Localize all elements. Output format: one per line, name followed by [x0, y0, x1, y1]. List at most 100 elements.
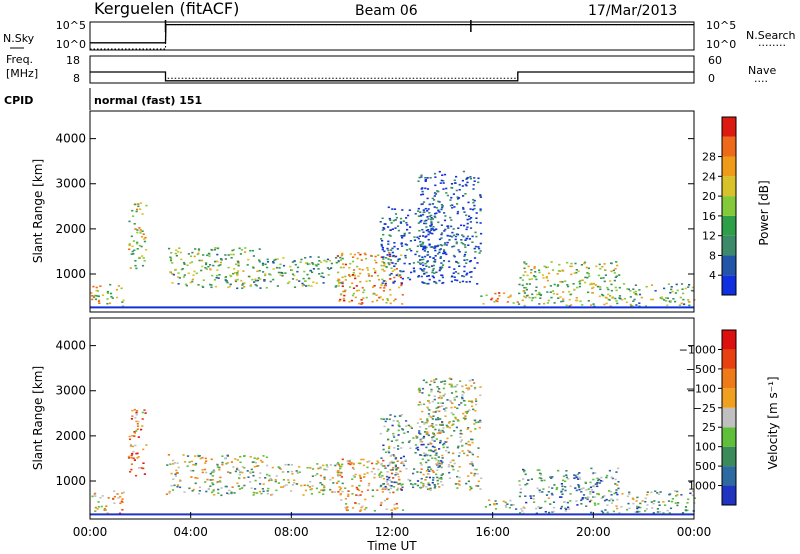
echo-cell: [551, 269, 555, 271]
echo-cell: [454, 416, 457, 419]
echo-cell: [535, 278, 538, 281]
echo-cell: [437, 402, 440, 404]
echo-cell: [372, 267, 375, 270]
echo-cell: [440, 244, 444, 247]
echo-cell: [252, 491, 255, 494]
echo-cell: [188, 487, 191, 490]
echo-cell: [133, 223, 136, 225]
echo-cell: [284, 463, 287, 466]
echo-cell: [681, 288, 684, 290]
echo-cell: [134, 444, 137, 447]
echo-cell: [456, 446, 460, 449]
echo-cell: [440, 237, 443, 239]
echo-cell: [382, 290, 385, 292]
echo-cell: [337, 260, 340, 262]
echo-cell: [337, 475, 340, 477]
echo-cell: [651, 298, 654, 301]
echo-cell: [326, 267, 329, 269]
echo-cell: [436, 483, 440, 485]
echo-cell: [119, 502, 122, 505]
echo-cell: [388, 484, 391, 487]
echo-cell: [136, 457, 139, 459]
echo-cell: [180, 258, 183, 261]
echo-cell: [182, 454, 185, 456]
nave-right-tick-top: 60: [708, 54, 722, 67]
echo-cell: [652, 512, 655, 514]
echo-cell: [356, 265, 359, 268]
y-tick-label: 1000: [55, 267, 86, 281]
echo-cell: [422, 473, 425, 476]
echo-cell: [420, 438, 423, 440]
echo-cell: [464, 415, 467, 417]
echo-cell: [253, 281, 256, 283]
echo-cell: [663, 299, 666, 301]
echo-cell: [433, 484, 436, 486]
echo-cell: [189, 469, 193, 472]
echo-cell: [601, 496, 605, 498]
velocity-y-axis-label: Slant Range [km]: [31, 366, 45, 470]
echo-cell: [174, 473, 177, 476]
echo-cell: [561, 493, 564, 495]
echo-cell: [473, 468, 476, 471]
echo-cell: [431, 439, 434, 441]
echo-cell: [676, 289, 679, 292]
echo-cell: [433, 172, 437, 175]
echo-cell: [414, 444, 417, 446]
echo-cell: [510, 504, 513, 506]
echo-cell: [626, 508, 629, 511]
echo-cell: [608, 490, 611, 492]
echo-cell: [438, 279, 441, 282]
echo-cell: [371, 462, 374, 465]
echo-cell: [412, 267, 415, 270]
echo-cell: [635, 500, 638, 502]
echo-cell: [473, 204, 476, 207]
echo-cell: [463, 255, 466, 258]
echo-cell: [382, 227, 385, 229]
echo-cell: [423, 454, 426, 457]
echo-cell: [279, 271, 282, 274]
echo-cell: [450, 225, 453, 228]
echo-cell: [674, 292, 677, 294]
echo-cell: [133, 408, 136, 411]
y-tick-label: 1000: [55, 474, 86, 488]
echo-cell: [419, 440, 422, 443]
echo-cell: [253, 461, 256, 463]
echo-cell: [271, 466, 274, 469]
echo-cell: [381, 217, 384, 220]
echo-cell: [357, 462, 360, 465]
echo-cell: [236, 287, 239, 290]
echo-cell: [420, 188, 423, 190]
echo-cell: [103, 509, 106, 511]
echo-cell: [352, 462, 355, 465]
echo-cell: [250, 487, 253, 489]
echo-cell: [298, 466, 301, 468]
echo-cell: [206, 254, 209, 257]
echo-cell: [429, 454, 432, 457]
echo-cell: [437, 390, 440, 393]
echo-cell: [428, 231, 432, 234]
echo-cell: [471, 208, 475, 211]
echo-cell: [247, 275, 250, 278]
echo-cell: [566, 501, 569, 504]
echo-cell: [562, 291, 565, 293]
echo-cell: [249, 481, 252, 483]
echo-cell: [581, 498, 584, 500]
echo-cell: [241, 284, 244, 286]
echo-cell: [438, 448, 441, 450]
echo-cell: [298, 471, 301, 473]
echo-cell: [216, 269, 219, 271]
echo-cell: [657, 493, 661, 495]
echo-cell: [473, 199, 476, 202]
echo-cell: [578, 476, 581, 478]
echo-cell: [226, 454, 229, 457]
echo-cell: [433, 434, 436, 436]
echo-cell: [468, 215, 471, 218]
echo-cell: [546, 291, 549, 293]
echo-cell: [649, 298, 653, 301]
echo-cell: [461, 450, 464, 452]
echo-cell: [439, 418, 442, 420]
echo-cell: [209, 472, 212, 475]
colorbar-tick-label: −25: [693, 402, 716, 415]
echo-cell: [460, 433, 464, 435]
echo-cell: [597, 493, 600, 496]
